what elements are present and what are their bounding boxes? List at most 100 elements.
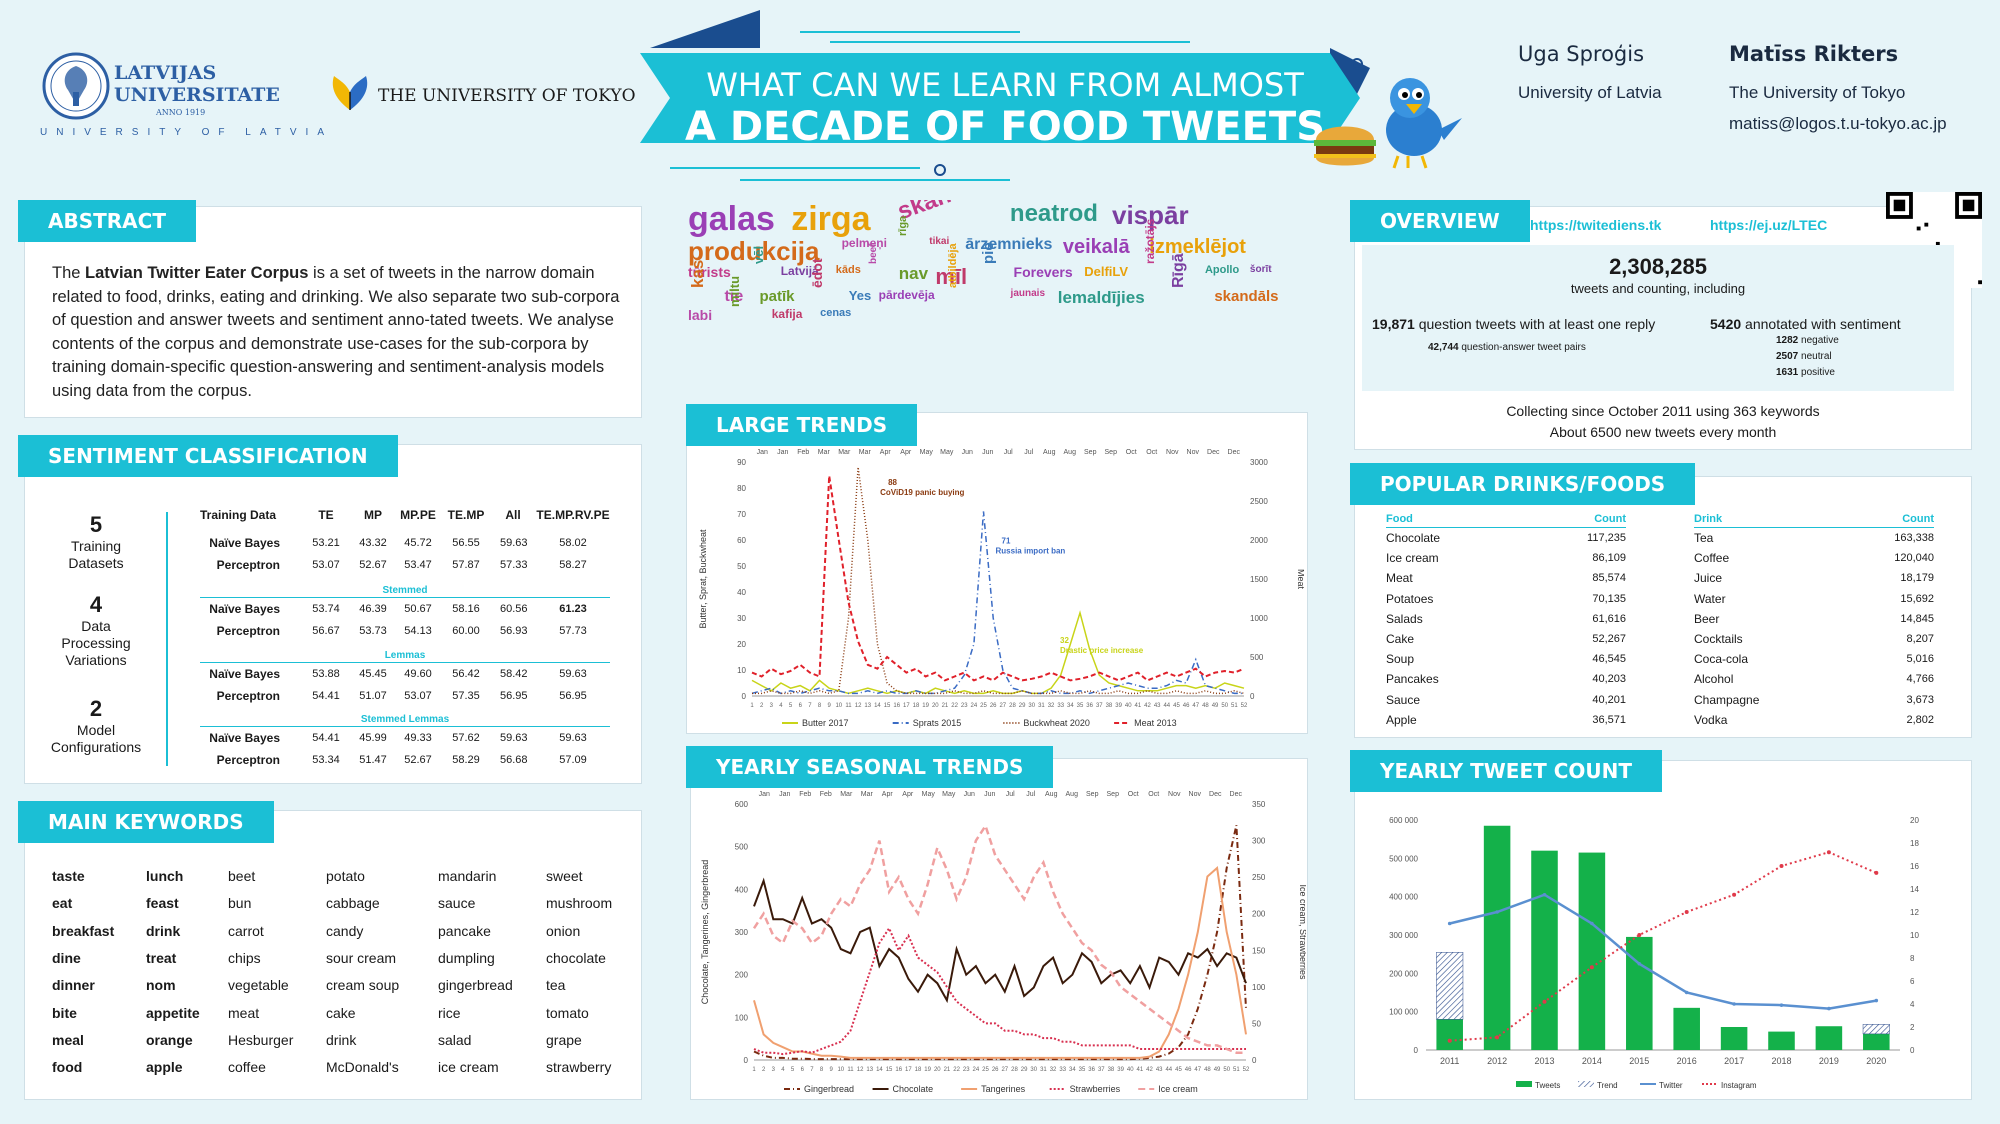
abstract-body: is a set of tweets in the narrow domain … [52,264,620,400]
x-week-label: 42 [1144,703,1151,709]
keyword: apple [146,1059,183,1076]
popular-item-count: 18,179 [1900,572,1934,585]
x-week-label: 9 [828,703,832,709]
overview-neu-text: neutral [1798,351,1832,362]
word-cloud-word: DelfiLV [1084,264,1129,279]
keywords-heading: MAIN KEYWORDS [18,801,274,843]
y2-tick-label: 2500 [1250,497,1268,506]
popular-item-name: Juice [1694,571,1723,586]
popular-item-count: 85,574 [1592,572,1626,585]
point-instagram [1589,965,1594,970]
overview-negative: 1282 negative [1776,335,1839,346]
point-twitter [1779,1003,1784,1007]
x-week-label: 46 [1185,1067,1192,1073]
annotation-text: CoViD19 panic buying [880,488,964,497]
x-week-label: 10 [835,703,842,709]
bar-tweets [1815,1026,1843,1050]
x-month-label: Jan [779,791,790,798]
title-line2: A DECADE OF FOOD TWEETS [684,104,1326,150]
y2-tick-label: 100 [1252,983,1266,992]
x-month-label: Jun [984,791,995,798]
x-month-label: May [942,791,956,798]
x-month-label: May [940,449,954,456]
x-week-label: 38 [1108,1067,1115,1073]
y-tick-label: 500 [735,843,749,852]
x-week-label: 8 [820,1067,824,1073]
keyword: dine [52,949,81,966]
popular-header-rule [1386,527,1626,528]
table-cell: 53.73 [359,625,387,637]
x-week-label: 51 [1233,1067,1240,1073]
word-cloud-word: Forevers [1013,264,1073,280]
table-cell: 54.41 [312,732,340,744]
word-cloud-word: mīl [935,264,968,289]
lu-name-line2: UNIVERSITATE [114,84,280,106]
tokyo-university-logo[interactable]: THE UNIVERSITY OF TOKYO [328,70,636,116]
latvia-university-logo[interactable]: LATVIJAS UNIVERSITATE ANNO 1919 UNIVERSI… [40,50,324,140]
table-row-model: Naïve Bayes [209,731,280,745]
x-category-label: 2015 [1629,1056,1649,1066]
legend-label: Meat 2013 [1134,718,1177,728]
point-instagram [1826,850,1831,855]
popular-item-name: Soup [1386,652,1415,667]
table-group-rule [200,726,610,727]
y-tick-label: 600 000 [1389,816,1418,825]
x-month-label: Feb [799,791,811,798]
x-week-label: 18 [913,703,920,709]
x-week-label: 40 [1125,703,1132,709]
y2-tick-label: 1500 [1250,575,1268,584]
x-week-label: 25 [982,1067,989,1073]
point-twitter [1827,1006,1831,1011]
bar-tweets [1768,1031,1795,1050]
y-tick-label: 100 000 [1389,1008,1418,1017]
annotation-text: Russia import ban [996,546,1066,555]
y2-axis-label: Ice cream, Strawberries [1298,884,1306,980]
x-month-label: May [920,449,934,456]
table-column-header: MP [364,508,382,522]
overview-monthly: About 6500 new tweets every month [1549,424,1777,440]
x-week-label: 31 [1038,703,1045,709]
overview-neutral: 2507 neutral [1776,351,1832,362]
y2-tick-label: 6 [1910,977,1915,986]
x-week-label: 11 [845,703,852,709]
x-month-label: Oct [1128,791,1139,798]
keyword: sweet [546,868,583,884]
y2-tick-label: 50 [1252,1019,1261,1028]
x-week-label: 47 [1194,1067,1201,1073]
y-axis-label: Butter, Sprat, Buckwheat [698,529,708,629]
word-cloud: galas zirga skandālu neatrod vispār produkcij… [688,200,1314,395]
popular-item-name: Cocktails [1694,632,1743,646]
keyword: eat [52,895,73,912]
y2-tick-label: 16 [1910,862,1919,871]
qr-module [1916,226,1921,231]
x-month-label: Oct [1148,791,1159,798]
keyword: meal [52,1031,84,1048]
y-tick-label: 70 [737,510,746,519]
annotation-value: 71 [1002,536,1011,545]
bar-tweets [1436,1019,1463,1050]
popular-panel [1354,476,1972,738]
x-month-label: Jan [777,449,788,456]
table-cell: 56.68 [500,754,528,766]
word-cloud-word: skandāls [1214,288,1279,305]
x-week-label: 28 [1011,1067,1018,1073]
overview-link-ltec[interactable]: https://ej.uz/LTEC [1710,217,1828,233]
word-cloud-word: zirga [791,200,871,238]
x-month-label: Mar [838,449,851,456]
table-cell: 57.33 [500,559,528,571]
x-week-label: 37 [1098,1067,1105,1073]
popular-item-count: 52,267 [1592,633,1626,645]
table-cell: 46.39 [359,603,387,615]
popular-item-count: 86,109 [1592,552,1626,565]
x-week-label: 12 [857,1067,864,1073]
table-cell: 57.35 [452,690,480,702]
word-cloud-word: Apollo [1204,264,1240,276]
table-cell: 49.60 [404,668,432,680]
keyword: bun [228,895,252,912]
author2-email[interactable]: matiss@logos.t.u-tokyo.ac.jp [1729,114,1947,133]
qr-finder [1893,199,1906,212]
overview-link-twitediens[interactable]: https://twitediens.tk [1530,217,1662,233]
x-week-label: 39 [1115,703,1122,709]
table-cell: 53.88 [312,668,340,680]
x-month-label: Jan [759,791,770,798]
